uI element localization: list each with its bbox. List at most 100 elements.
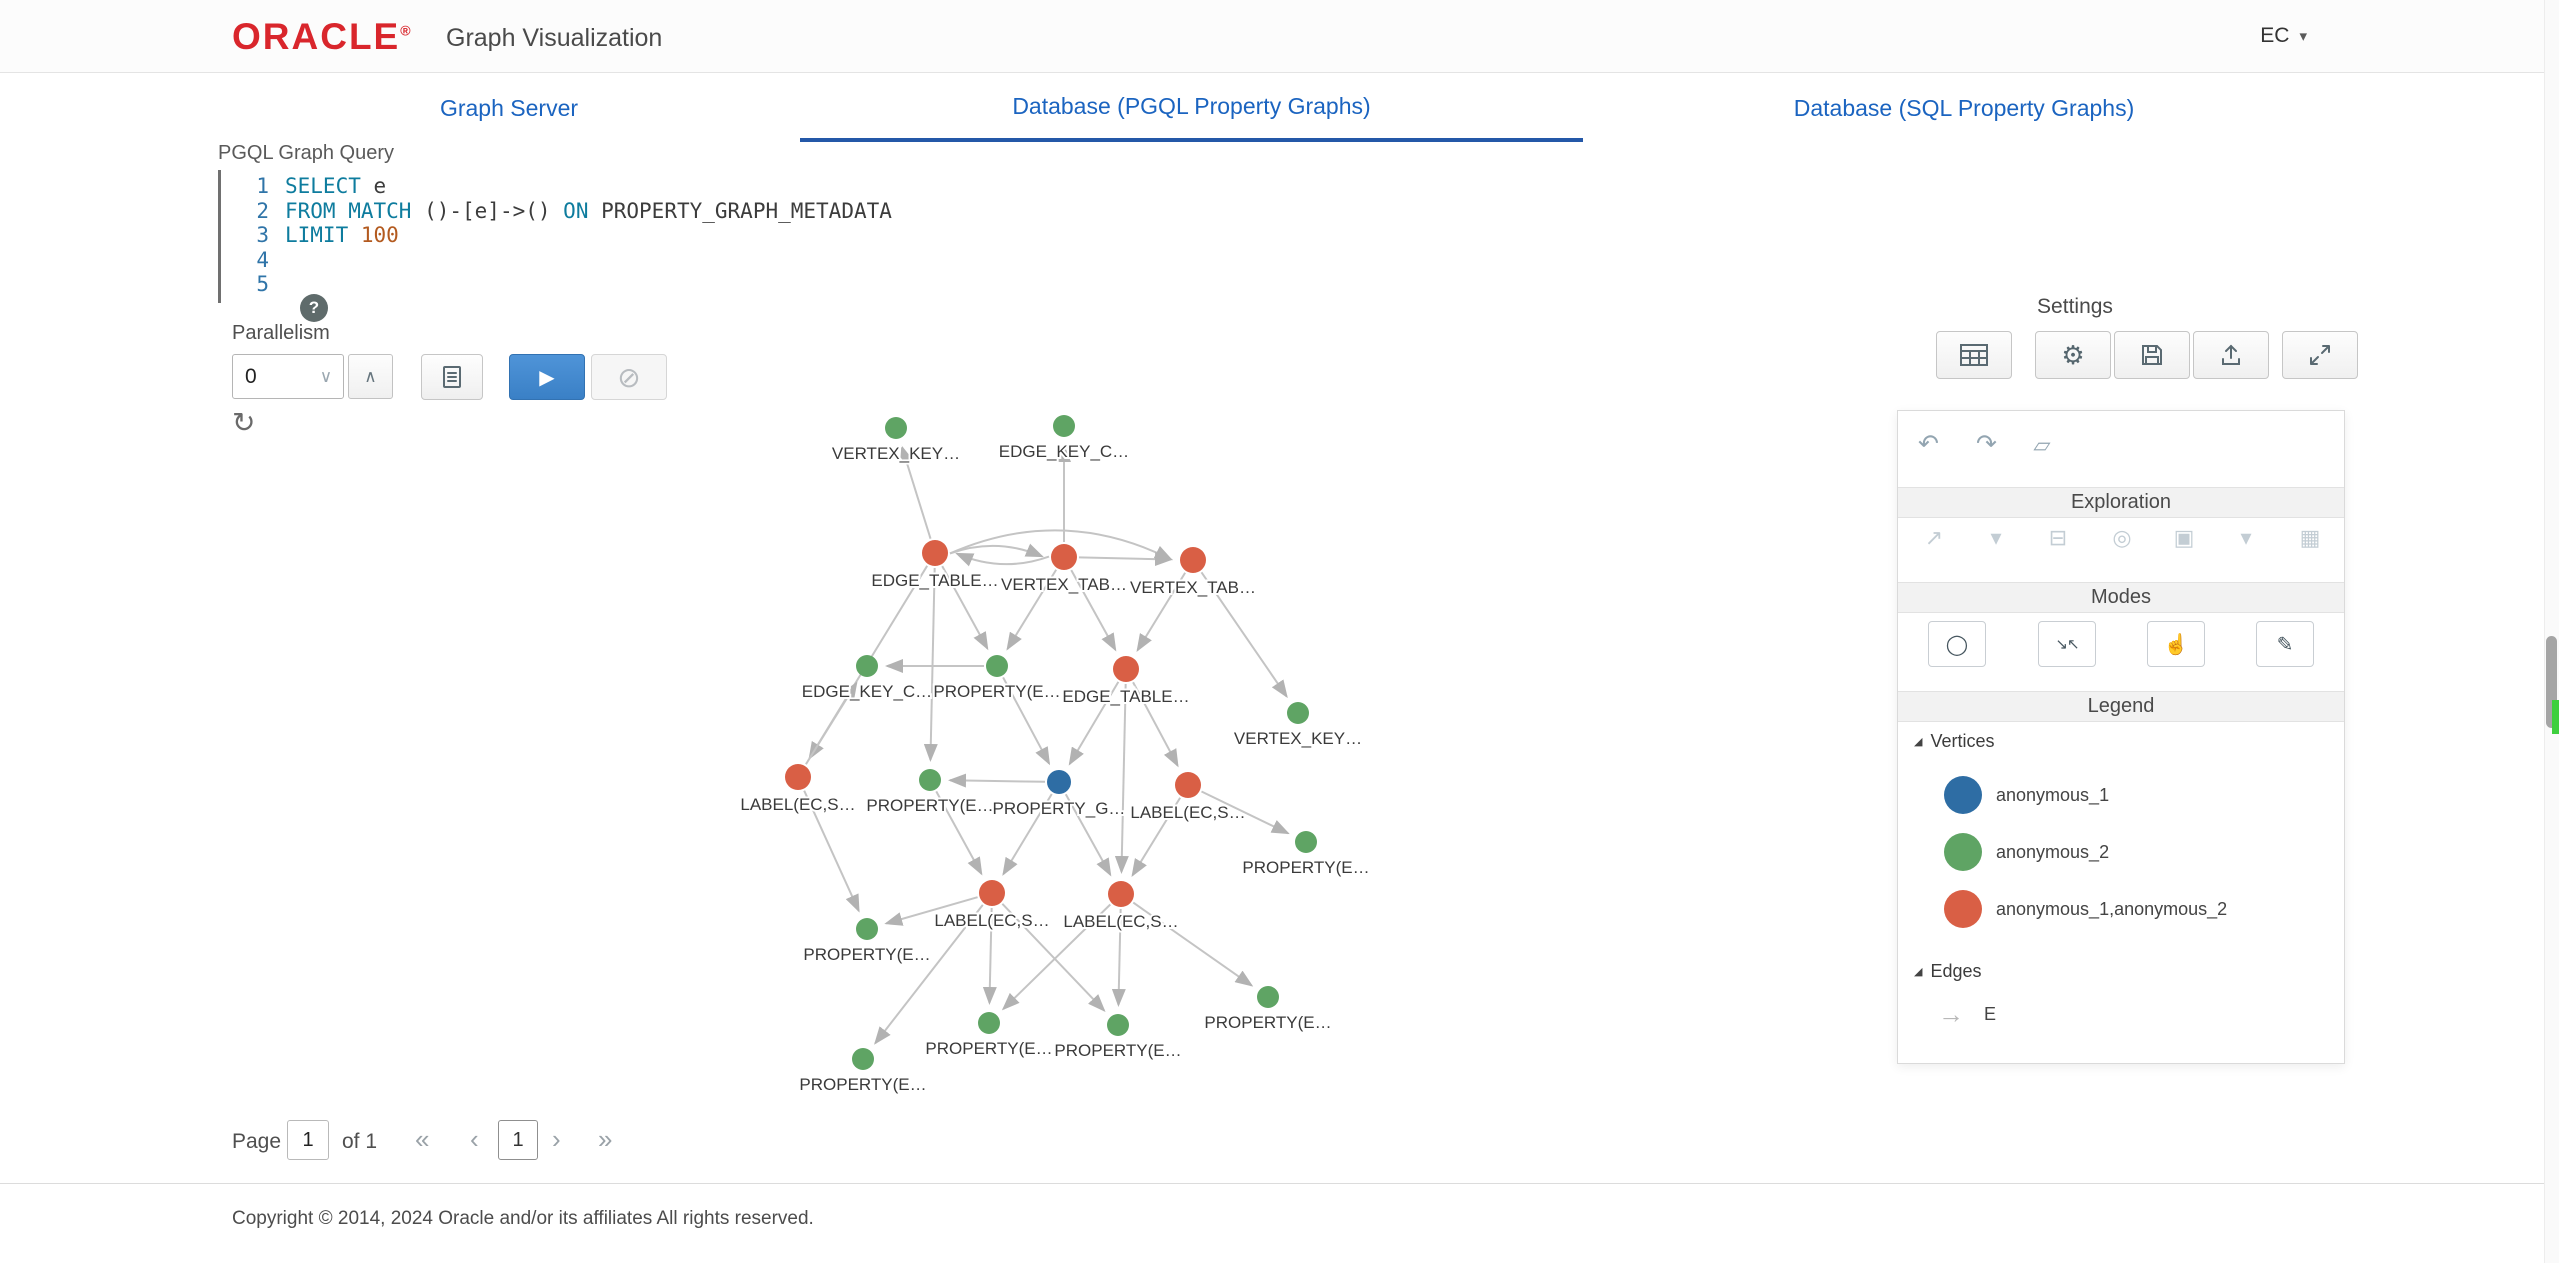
graph-node[interactable] — [978, 1012, 1000, 1034]
graph-edge[interactable] — [982, 907, 997, 1006]
cancel-query-button[interactable]: ⊘ — [591, 354, 667, 400]
graph-node-label: PROPERTY(E… — [933, 682, 1060, 701]
account-menu[interactable]: EC ▾ — [2260, 24, 2307, 48]
graph-edge[interactable] — [1064, 793, 1112, 877]
redo-icon[interactable]: ↷ — [1976, 430, 1997, 458]
caret-down-icon[interactable]: ▾ — [2240, 525, 2252, 550]
graph-edge[interactable] — [1078, 552, 1174, 567]
graph-node[interactable] — [1175, 772, 1201, 798]
code-line[interactable]: 2 FROM MATCH ()-[e]->() ON PROPERTY_GRAPH… — [221, 199, 1468, 224]
graph-node[interactable] — [1053, 415, 1075, 437]
graph-edge[interactable] — [941, 565, 989, 651]
save-button[interactable] — [2114, 331, 2190, 379]
tab-database-pgql[interactable]: Database (PGQL Property Graphs) — [800, 74, 1583, 142]
graph-edge[interactable] — [1136, 572, 1186, 652]
graph-edge[interactable] — [1001, 903, 1111, 1011]
graph-node[interactable] — [1113, 656, 1139, 682]
next-page-button[interactable]: › — [552, 1124, 561, 1154]
last-page-button[interactable]: » — [598, 1124, 613, 1154]
graph-node[interactable] — [856, 655, 878, 677]
graph-canvas[interactable]: VERTEX_KEY… EDGE_KEY_C…EDGE_TABLE… VERTEX_… — [700, 388, 1480, 1113]
upload-button[interactable] — [2193, 331, 2269, 379]
graph-edge[interactable] — [805, 681, 858, 765]
graph-edge[interactable] — [1201, 790, 1290, 835]
first-page-button[interactable]: « — [415, 1124, 430, 1154]
page-number-input[interactable]: 1 — [287, 1120, 329, 1160]
parallelism-input[interactable]: 0 ∨ — [232, 354, 344, 399]
graph-node[interactable] — [979, 880, 1005, 906]
graph-edge[interactable] — [1132, 901, 1254, 987]
previous-page-button[interactable]: ‹ — [470, 1124, 479, 1154]
graph-edge[interactable] — [947, 773, 1046, 788]
interaction-mode-button[interactable]: ☝ — [2147, 621, 2205, 667]
graph-edge[interactable] — [1002, 793, 1053, 876]
graph-edge[interactable] — [884, 896, 978, 926]
graph-edge[interactable] — [803, 790, 860, 913]
fit-to-window-icon[interactable]: ▣ — [2173, 525, 2195, 550]
help-icon[interactable]: ? — [300, 294, 328, 322]
settings-button[interactable]: ⚙ — [2035, 331, 2111, 379]
graph-node[interactable] — [986, 655, 1008, 677]
line-number: 2 — [256, 198, 269, 223]
result-table-button[interactable] — [1936, 331, 2012, 379]
graph-edge[interactable] — [923, 567, 938, 763]
graph-node[interactable] — [1107, 1014, 1129, 1036]
expand-icon[interactable]: ↗ — [1924, 525, 1944, 550]
current-page-button[interactable]: 1 — [498, 1120, 538, 1160]
graph-edge[interactable] — [874, 904, 984, 1045]
scrollbar-track[interactable] — [2544, 0, 2559, 1263]
code-line[interactable]: 1 SELECT e — [221, 174, 1468, 199]
graph-edge[interactable] — [1200, 571, 1288, 699]
sticky-mode-button[interactable]: ◯ — [1928, 621, 1986, 667]
graph-edge[interactable] — [1070, 569, 1117, 652]
graph-edge[interactable] — [955, 552, 1050, 567]
legend-edges-group[interactable]: ◢ Edges — [1914, 961, 1982, 982]
graph-node[interactable] — [785, 764, 811, 790]
graph-node[interactable] — [1047, 770, 1071, 794]
fullscreen-button[interactable] — [2282, 331, 2358, 379]
hierarchy-layout-icon[interactable]: ▦ — [2299, 525, 2321, 550]
legend-vertices-group[interactable]: ◢ Vertices — [1914, 731, 1995, 752]
graph-edge[interactable] — [1068, 681, 1120, 766]
graph-node[interactable] — [919, 769, 941, 791]
graph-node[interactable] — [1257, 986, 1279, 1008]
graph-edge[interactable] — [900, 445, 932, 539]
query-plan-button[interactable] — [421, 354, 483, 400]
code-line[interactable]: 5 — [221, 272, 1468, 297]
graph-node[interactable] — [922, 540, 948, 566]
scrollbar-thumb[interactable] — [2546, 636, 2557, 728]
graph-node[interactable] — [852, 1048, 874, 1070]
graph-node[interactable] — [1180, 547, 1206, 573]
graph-edge[interactable] — [1001, 903, 1106, 1012]
graph-edge[interactable] — [935, 790, 983, 876]
graph-edge[interactable] — [1114, 683, 1129, 875]
graph-edge[interactable] — [1111, 908, 1126, 1008]
collapse-group-icon[interactable]: ⊟ — [2048, 525, 2068, 550]
graph-node[interactable] — [1108, 881, 1134, 907]
spinner-up-button[interactable]: ∧ — [348, 354, 393, 399]
code-line[interactable]: 3 LIMIT 100 — [221, 223, 1468, 248]
graph-node[interactable] — [856, 918, 878, 940]
graph-node[interactable] — [1295, 831, 1317, 853]
graph-node[interactable] — [1051, 544, 1077, 570]
focus-icon[interactable]: ◎ — [2112, 525, 2132, 550]
graph-edge[interactable] — [949, 529, 1173, 561]
graph-edge[interactable] — [1006, 569, 1057, 651]
refresh-icon[interactable]: ↻ — [232, 407, 256, 438]
pgql-query-editor[interactable]: 1 SELECT e 2 FROM MATCH ()-[e]->() ON PROPE… — [218, 170, 1468, 303]
graph-edge[interactable] — [1132, 681, 1179, 768]
tab-database-sql[interactable]: Database (SQL Property Graphs) — [1793, 94, 2135, 121]
graph-node[interactable] — [1287, 702, 1309, 724]
graph-edge[interactable] — [1002, 676, 1051, 766]
undo-icon[interactable]: ↶ — [1918, 430, 1939, 458]
spinner-down-icon[interactable]: ∨ — [319, 366, 333, 386]
code-line[interactable]: 4 — [221, 248, 1468, 273]
run-query-button[interactable]: ▶ — [509, 354, 585, 400]
edit-mode-button[interactable]: ✎ — [2256, 621, 2314, 667]
eraser-icon[interactable]: ▱ — [2032, 434, 2052, 457]
graph-node[interactable] — [885, 417, 907, 439]
tab-graph-server[interactable]: Graph Server — [439, 94, 579, 121]
caret-down-icon[interactable]: ▾ — [1990, 525, 2002, 550]
graph-edge[interactable] — [1131, 797, 1181, 877]
collapse-mode-button[interactable]: ↘↖ — [2038, 621, 2096, 667]
